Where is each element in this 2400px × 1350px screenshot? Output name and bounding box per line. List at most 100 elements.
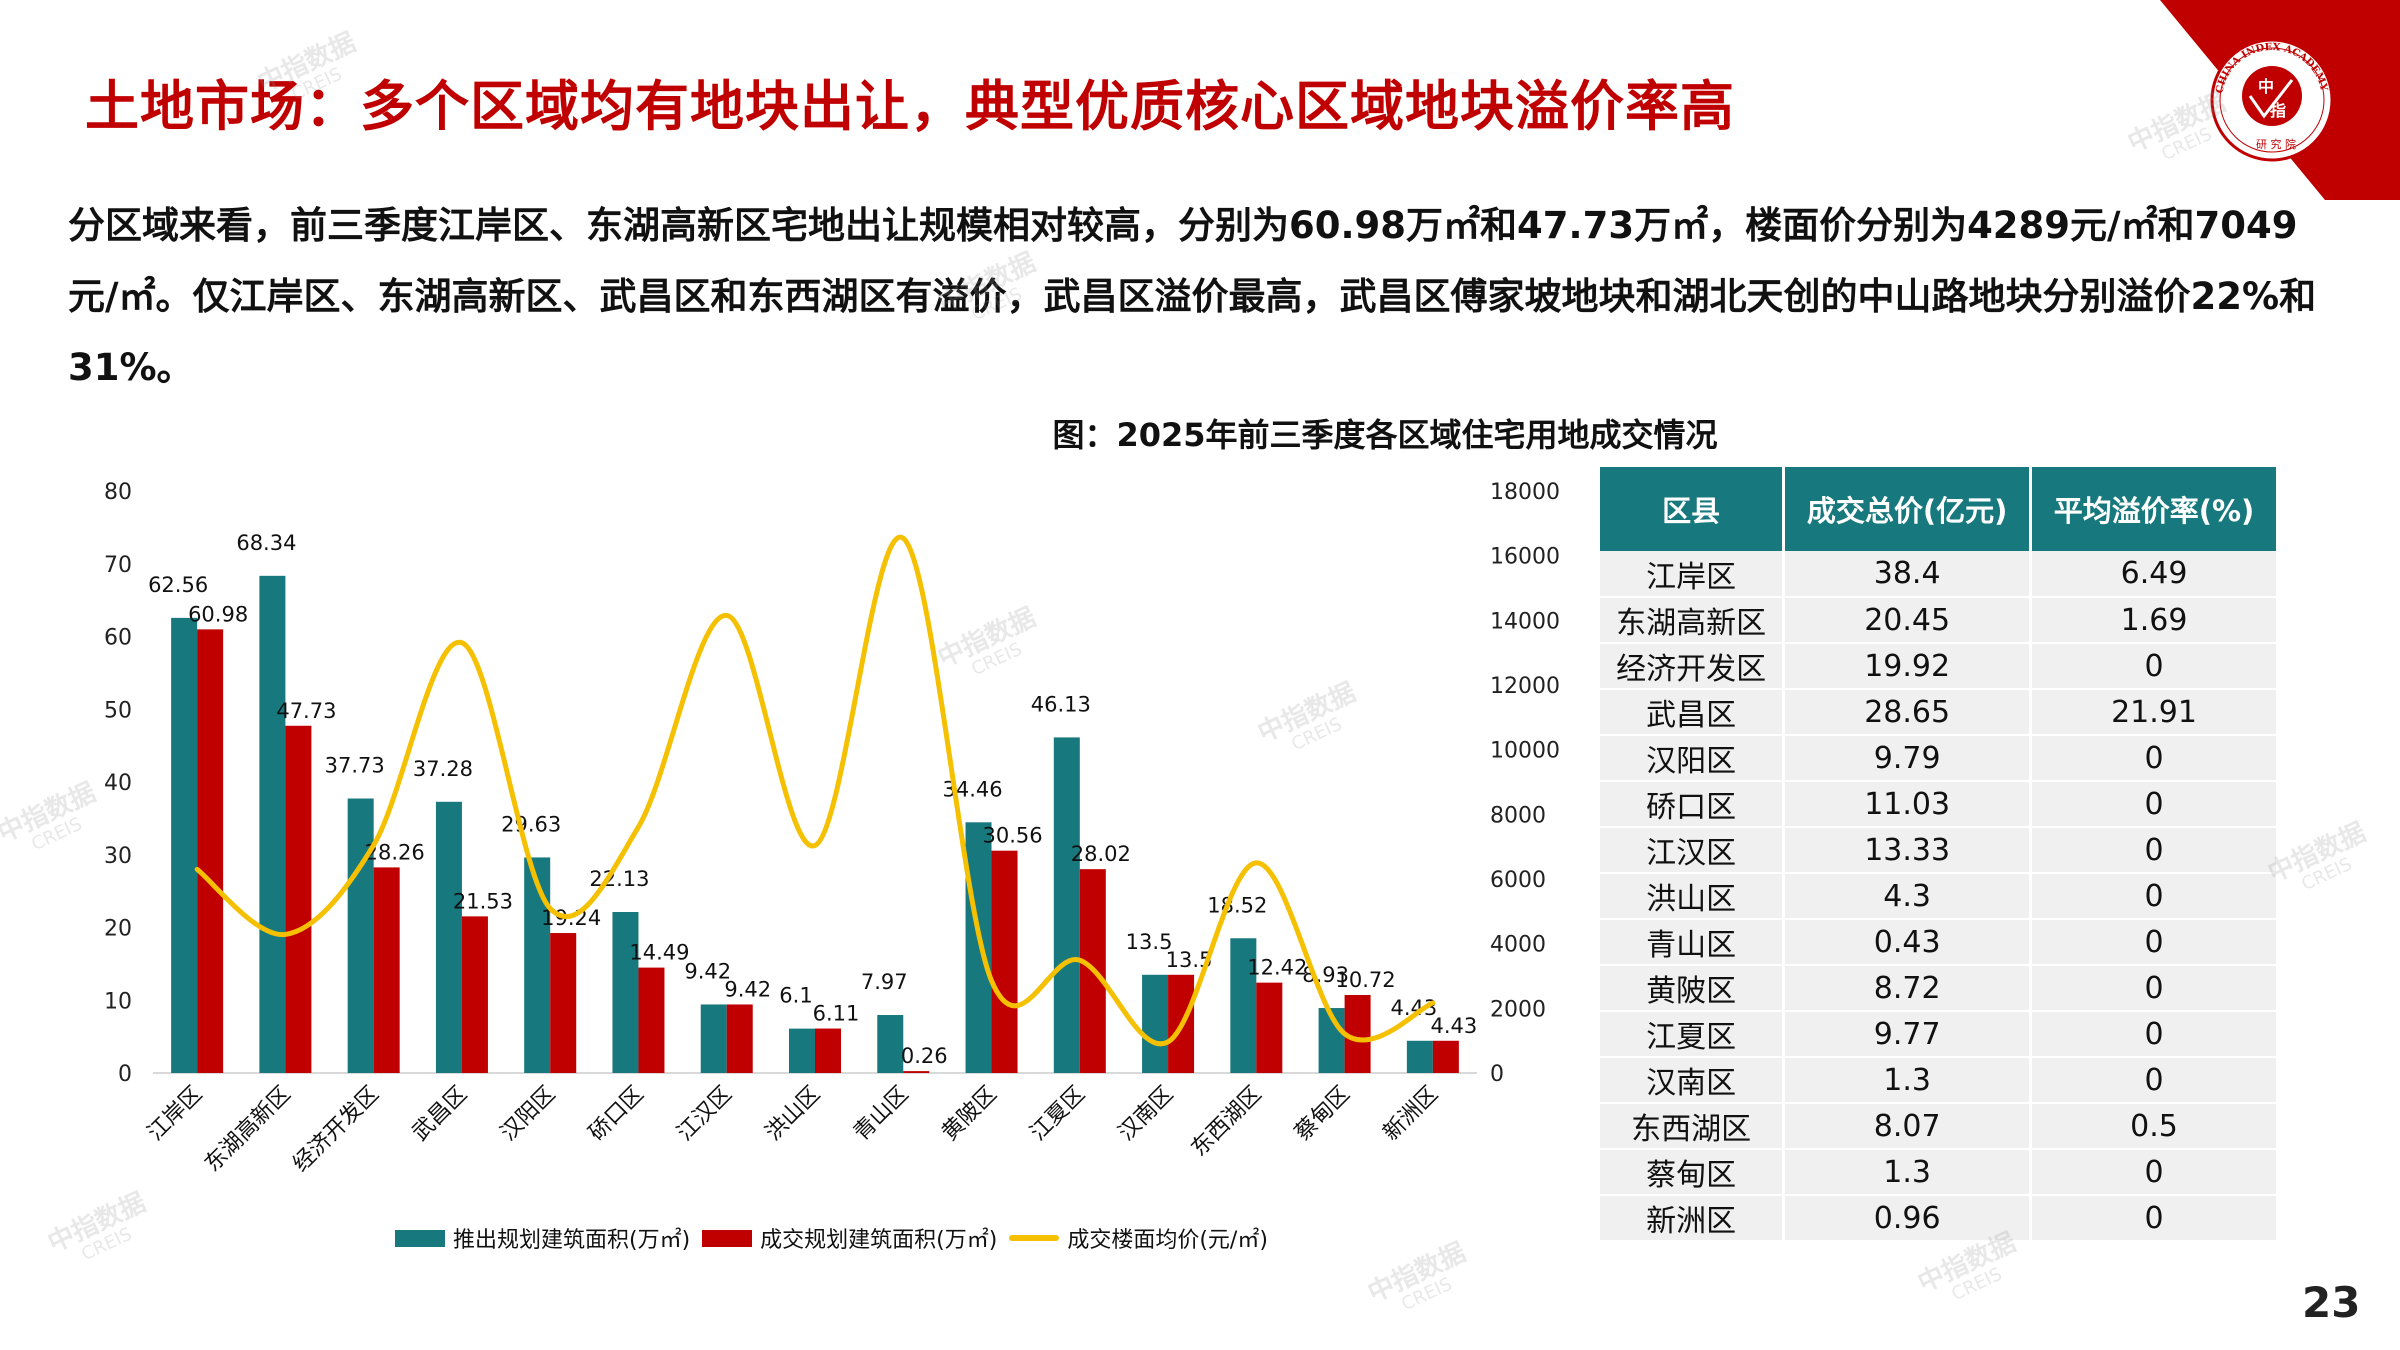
traded-area-bar (903, 1071, 930, 1073)
bar-data-label: 6.11 (813, 1002, 860, 1026)
table-cell: 0 (2030, 781, 2279, 828)
table-cell: 0 (2030, 1057, 2279, 1104)
watermark: 中指数据 CREIS (1913, 1227, 2021, 1306)
table-cell: 0 (2030, 965, 2279, 1012)
launched-area-bar (700, 1004, 727, 1073)
legend-label: 成交规划建筑面积(万㎡) (760, 1228, 998, 1253)
x-tick-label: 硚口区 (584, 1082, 648, 1146)
table-cell: 蔡甸区 (1600, 1149, 1786, 1196)
table-body: 江岸区 38.4 6.49 东湖高新区 20.45 1.69 经济开发区 19.92 0 武昌区 2… (1600, 551, 2279, 1242)
x-tick-label: 江岸区 (143, 1082, 207, 1146)
table-cell: 21.91 (2030, 689, 2279, 736)
launched-area-bar (1142, 974, 1169, 1073)
table-cell: 8.07 (1783, 1103, 2033, 1150)
launched-area-bar (1230, 938, 1257, 1073)
y-right-tick-label: 16000 (1490, 545, 1560, 570)
table-row: 东西湖区 8.07 0.5 (1600, 1103, 2279, 1150)
bar-data-label: 37.73 (325, 754, 385, 778)
bar-data-label: 68.34 (236, 531, 296, 555)
x-tick-label: 东西湖区 (1187, 1082, 1267, 1162)
table-row: 武昌区 28.65 21.91 (1600, 689, 2279, 736)
avg-price-line (194, 534, 1436, 1047)
table-row: 汉南区 1.3 0 (1600, 1057, 2279, 1104)
table-cell: 武昌区 (1600, 689, 1786, 736)
column-header: 成交总价(亿元) (1783, 467, 2033, 551)
table-row: 江岸区 38.4 6.49 (1600, 551, 2279, 598)
bar-data-label: 4.43 (1430, 1014, 1477, 1038)
launched-area-bar (965, 822, 992, 1073)
table-cell: 20.45 (1783, 597, 2033, 644)
bar-data-label: 60.98 (188, 602, 248, 626)
svg-text:指: 指 (2270, 101, 2286, 120)
table-cell: 0.5 (2030, 1103, 2279, 1150)
table-row: 洪山区 4.3 0 (1600, 873, 2279, 920)
launched-area-bar (612, 912, 639, 1073)
bar-data-label: 9.42 (724, 977, 771, 1001)
watermark: 中指数据 CREIS (1363, 1237, 1471, 1316)
x-tick-label: 青山区 (849, 1082, 913, 1146)
table-cell: 洪山区 (1600, 873, 1786, 920)
launched-area-bar (877, 1015, 904, 1073)
bar-data-label: 12.42 (1247, 956, 1307, 980)
page-title: 土地市场：多个区域均有地块出让，典型优质核心区域地块溢价率高 (85, 75, 1735, 138)
table-row: 汉阳区 9.79 0 (1600, 735, 2279, 782)
traded-area-bar (1256, 982, 1283, 1073)
table-row: 蔡甸区 1.3 0 (1600, 1149, 2279, 1196)
table-cell: 9.79 (1783, 735, 2033, 782)
y-right-tick-label: 4000 (1490, 933, 1546, 958)
column-header: 平均溢价率(%) (2030, 467, 2279, 551)
x-tick-label: 汉南区 (1114, 1082, 1178, 1146)
table-cell: 硚口区 (1600, 781, 1786, 828)
table-cell: 1.3 (1783, 1149, 2033, 1196)
table-cell: 0 (2030, 1149, 2279, 1196)
table-cell: 江夏区 (1600, 1011, 1786, 1058)
bar-data-label: 47.73 (276, 699, 336, 723)
combo-chart: 0 10 20 30 40 50 60 70 80 0 2000 4000 6000 8000 10000 1… (104, 480, 1560, 1177)
bar-data-label: 37.28 (413, 757, 473, 781)
table-cell: 0 (2030, 827, 2279, 874)
page-number: 23 (2302, 1278, 2361, 1327)
table-cell: 黄陂区 (1600, 965, 1786, 1012)
bar-data-label: 10.72 (1336, 968, 1396, 992)
launched-area-bar (347, 798, 374, 1073)
x-tick-label: 蔡甸区 (1290, 1082, 1354, 1146)
bar-data-label: 22.13 (589, 867, 649, 891)
legend-item-launched: 推出规划建筑面积(万㎡) (395, 1222, 690, 1254)
x-tick-label: 经济开发区 (288, 1082, 383, 1177)
table-cell: 28.65 (1783, 689, 2033, 736)
traded-area-bar (991, 850, 1018, 1073)
table-cell: 0 (2030, 735, 2279, 782)
x-tick-label: 汉阳区 (496, 1082, 560, 1146)
table-cell: 6.49 (2030, 551, 2279, 598)
table-header-row: 区县 成交总价(亿元) 平均溢价率(%) (1600, 467, 2279, 551)
traded-area-bar (638, 967, 665, 1073)
academy-logo: 中 指 研 究 院 CHINA INDEX ACADEMY (2160, 0, 2400, 200)
y-left-tick-label: 60 (104, 626, 132, 651)
y-right-tick-label: 18000 (1490, 480, 1560, 505)
table-cell: 8.72 (1783, 965, 2033, 1012)
table-cell: 0.43 (1783, 919, 2033, 966)
legend-item-price: 成交楼面均价(元/㎡) (1009, 1222, 1268, 1254)
bar-data-label: 62.56 (148, 573, 208, 597)
district-transaction-table: 区县 成交总价(亿元) 平均溢价率(%) 江岸区 38.4 6.49 东湖高新区 20.45… (1600, 467, 2279, 1242)
y-left-tick-label: 20 (104, 917, 132, 942)
traded-area-bar (1432, 1040, 1459, 1073)
table-row: 经济开发区 19.92 0 (1600, 643, 2279, 690)
x-tick-label: 黄陂区 (937, 1082, 1001, 1146)
y-right-tick-label: 10000 (1490, 739, 1560, 764)
x-tick-label: 江汉区 (673, 1082, 737, 1146)
table-row: 青山区 0.43 0 (1600, 919, 2279, 966)
chart-title: 图：2025年前三季度各区域住宅用地成交情况 (1052, 416, 1718, 454)
table-cell: 0 (2030, 873, 2279, 920)
legend-swatch-launched (395, 1229, 445, 1247)
table-cell: 13.33 (1783, 827, 2033, 874)
table-cell: 0 (2030, 919, 2279, 966)
table-row: 硚口区 11.03 0 (1600, 781, 2279, 828)
table-cell: 江岸区 (1600, 551, 1786, 598)
traded-area-bar (461, 916, 488, 1073)
y-right-tick-label: 8000 (1490, 803, 1546, 828)
launched-area-bar (524, 857, 551, 1073)
table-cell: 0 (2030, 1011, 2279, 1058)
bar-data-label: 21.53 (453, 889, 513, 913)
launched-area-bar (171, 617, 198, 1073)
